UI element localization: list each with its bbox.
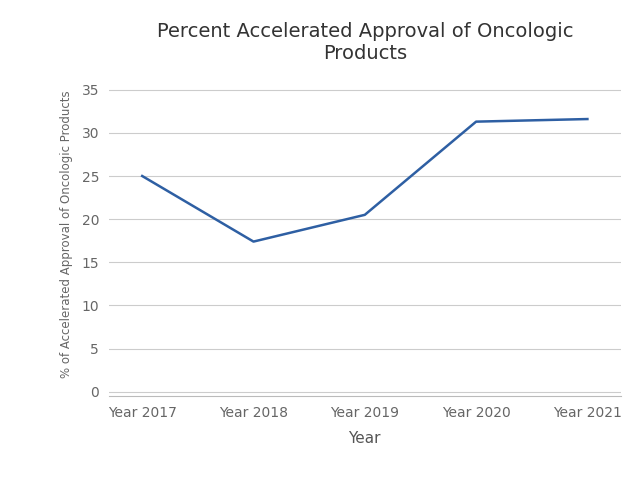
X-axis label: Year: Year	[349, 431, 381, 446]
Title: Percent Accelerated Approval of Oncologic
Products: Percent Accelerated Approval of Oncologi…	[157, 22, 573, 63]
Y-axis label: % of Accelerated Approval of Oncologic Products: % of Accelerated Approval of Oncologic P…	[60, 90, 73, 378]
